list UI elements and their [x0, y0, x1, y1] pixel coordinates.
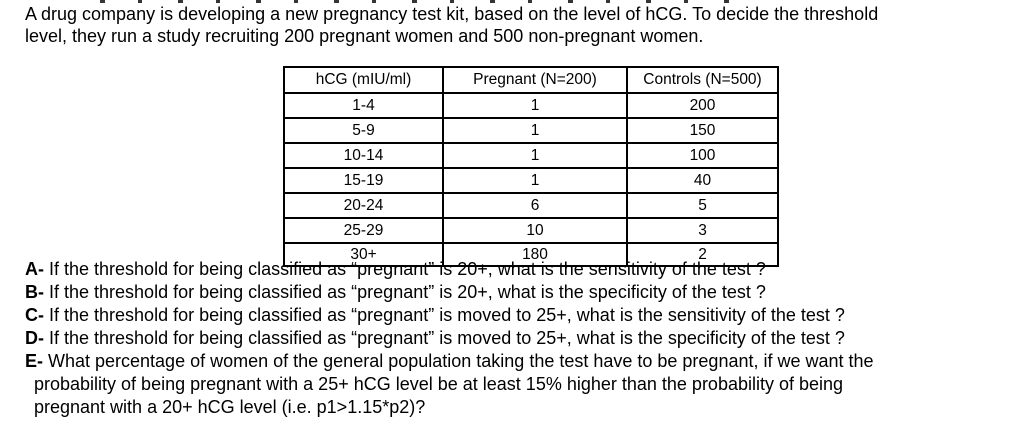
table-header-row: hCG (mIU/ml) Pregnant (N=200) Controls (… [283, 66, 779, 94]
cell-range: 10-14 [283, 142, 444, 169]
cell-controls: 5 [626, 192, 779, 219]
question-c-text: If the threshold for being classified as… [49, 305, 845, 325]
question-d-text: If the threshold for being classified as… [49, 328, 845, 348]
question-c-label: C- [25, 305, 44, 325]
cell-range: 15-19 [283, 167, 444, 194]
cell-range: 5-9 [283, 117, 444, 144]
question-e: E- What percentage of women of the genera… [25, 350, 1020, 419]
table-row: 1-4 1 200 [283, 92, 779, 119]
cell-controls: 2 [626, 242, 779, 267]
clipped-text-remnant [100, 0, 745, 3]
intro-line-2: level, they run a study recruiting 200 p… [25, 26, 704, 46]
question-c: C- If the threshold for being classified … [25, 304, 1020, 327]
question-a: A- If the threshold for being classified … [25, 258, 1020, 281]
question-e-text-line-2: probability of being pregnant with a 25+… [34, 374, 844, 394]
hcg-frequency-table: hCG (mIU/ml) Pregnant (N=200) Controls (… [283, 66, 779, 267]
question-b: B- If the threshold for being classified … [25, 281, 1020, 304]
cell-range: 1-4 [283, 92, 444, 119]
cell-controls: 3 [626, 217, 779, 244]
cell-controls: 100 [626, 142, 779, 169]
intro-line-1: A drug company is developing a new pregn… [25, 4, 879, 24]
cell-pregnant: 1 [442, 167, 628, 194]
question-e-label: E- [25, 351, 43, 371]
table-row: 5-9 1 150 [283, 117, 779, 144]
cell-range: 20-24 [283, 192, 444, 219]
question-e-text-line-1: What percentage of women of the general … [48, 351, 874, 371]
cell-pregnant: 1 [442, 117, 628, 144]
cell-pregnant: 10 [442, 217, 628, 244]
cell-pregnant: 180 [442, 242, 628, 267]
intro-paragraph: A drug company is developing a new pregn… [25, 3, 1015, 47]
question-d: D- If the threshold for being classified … [25, 327, 1020, 350]
header-controls: Controls (N=500) [626, 66, 779, 94]
cell-pregnant: 6 [442, 192, 628, 219]
cell-range: 25-29 [283, 217, 444, 244]
table-row: 10-14 1 100 [283, 142, 779, 169]
question-b-label: B- [25, 282, 44, 302]
table-row: 20-24 6 5 [283, 192, 779, 219]
question-e-text-line-3: pregnant with a 20+ hCG level (i.e. p1>1… [34, 397, 426, 417]
cell-range: 30+ [283, 242, 444, 267]
header-hcg: hCG (mIU/ml) [283, 66, 444, 94]
cell-pregnant: 1 [442, 142, 628, 169]
cell-controls: 150 [626, 117, 779, 144]
table-row: 15-19 1 40 [283, 167, 779, 194]
cell-controls: 40 [626, 167, 779, 194]
table-row: 25-29 10 3 [283, 217, 779, 244]
question-d-label: D- [25, 328, 44, 348]
cell-pregnant: 1 [442, 92, 628, 119]
header-pregnant: Pregnant (N=200) [442, 66, 628, 94]
table-row: 30+ 180 2 [283, 242, 779, 267]
question-a-text: If the threshold for being classified as… [49, 259, 766, 279]
cell-controls: 200 [626, 92, 779, 119]
question-a-label: A- [25, 259, 44, 279]
question-list: A- If the threshold for being classified … [25, 258, 1020, 419]
question-b-text: If the threshold for being classified as… [49, 282, 766, 302]
